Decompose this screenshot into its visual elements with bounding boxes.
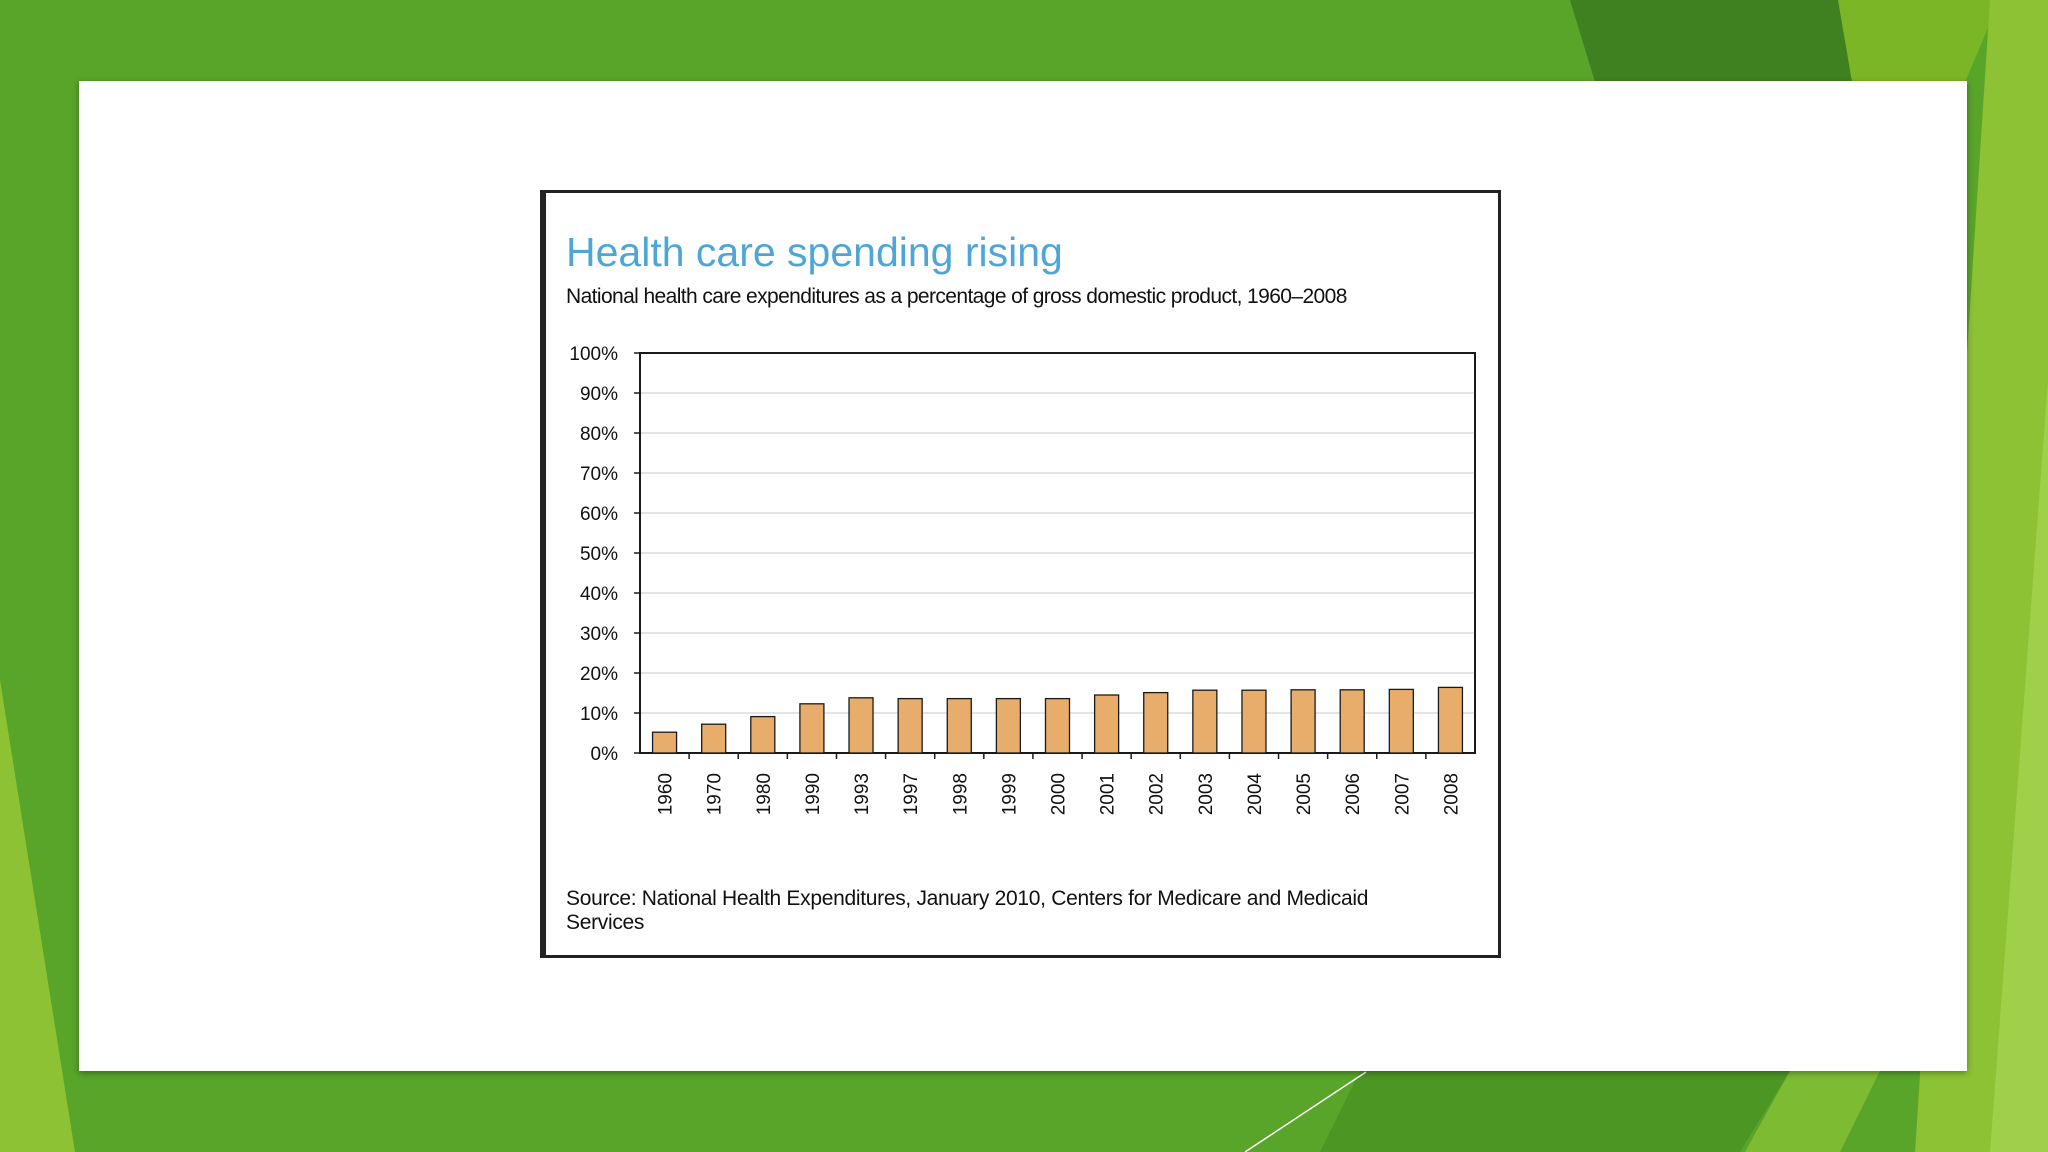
- bar: [1388, 688, 1414, 754]
- chart-subtitle: National health care expenditures as a p…: [566, 285, 1347, 308]
- bar: [1437, 686, 1464, 754]
- y-tick-label: 60%: [580, 504, 618, 525]
- y-tick-label: 10%: [580, 704, 618, 725]
- y-tick-label: 20%: [580, 664, 618, 685]
- bar: [1241, 689, 1267, 754]
- x-tick-label: 1990: [803, 773, 824, 815]
- bar: [651, 731, 678, 754]
- bar: [1339, 689, 1365, 754]
- x-tick-label: 1980: [754, 773, 775, 815]
- chart-source: Source: National Health Expenditures, Ja…: [566, 887, 1369, 934]
- bar: [1290, 689, 1316, 754]
- bar: [1192, 689, 1218, 754]
- x-tick-label: 1960: [656, 773, 677, 815]
- y-tick-label: 0%: [591, 744, 619, 765]
- chart-title: Health care spending rising: [566, 229, 1063, 275]
- bar: [848, 697, 874, 754]
- x-tick-label: 2008: [1441, 773, 1462, 815]
- y-tick-label: 100%: [569, 344, 618, 365]
- x-tick-label: 2005: [1294, 773, 1315, 815]
- bar: [1143, 691, 1169, 754]
- y-tick-label: 80%: [580, 424, 618, 445]
- x-tick-label: 2006: [1343, 773, 1364, 815]
- y-tick-label: 90%: [580, 384, 618, 405]
- x-tick-label: 2002: [1147, 773, 1168, 815]
- x-tick-label: 2001: [1098, 773, 1119, 815]
- bar-chart: 0% 10% 20% 30% 40% 50% 60% 70% 80% 90% 100% 1960 197…: [569, 344, 1476, 816]
- bar: [799, 703, 825, 754]
- bar: [750, 715, 776, 754]
- slide: Health care spending rising National hea…: [79, 81, 1967, 1071]
- bar: [897, 697, 923, 754]
- x-tick-label: 1998: [950, 773, 971, 815]
- x-tick-label: 2004: [1245, 773, 1266, 816]
- bar: [1093, 694, 1120, 754]
- x-tick-label: 1997: [901, 773, 922, 815]
- x-tick-label: 2003: [1196, 773, 1217, 815]
- y-tick-label: 40%: [580, 584, 618, 605]
- bar: [995, 697, 1022, 754]
- y-tick-label: 30%: [580, 624, 618, 645]
- bar: [1044, 697, 1071, 754]
- chart-frame: Health care spending rising National hea…: [540, 190, 1501, 958]
- x-tick-label: 2000: [1049, 773, 1070, 815]
- bar: [701, 723, 727, 754]
- x-tick-label: 1970: [705, 773, 726, 815]
- y-tick-label: 50%: [580, 544, 618, 565]
- x-tick-label: 1993: [852, 773, 873, 815]
- x-tick-label: 1999: [999, 773, 1020, 815]
- bar: [946, 697, 972, 754]
- x-tick-label: 2007: [1392, 773, 1413, 815]
- y-tick-label: 70%: [580, 464, 618, 485]
